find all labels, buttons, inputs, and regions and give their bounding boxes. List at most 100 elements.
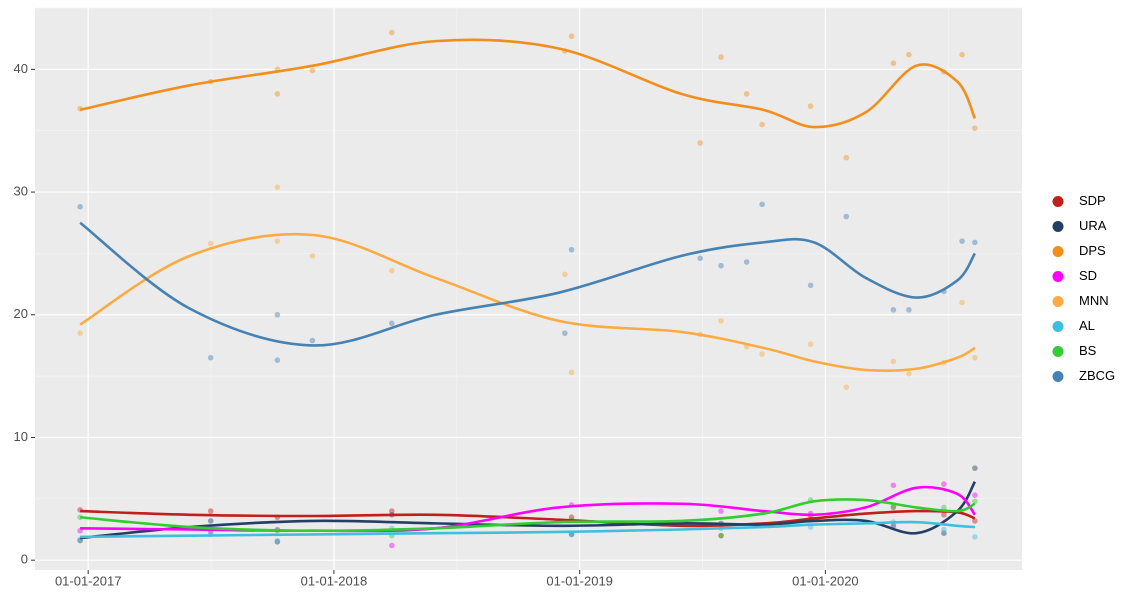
legend-key bbox=[1052, 296, 1064, 307]
point bbox=[941, 526, 947, 533]
legend-label: SD bbox=[1079, 268, 1097, 283]
point bbox=[389, 29, 395, 36]
point bbox=[972, 125, 978, 132]
legend-key bbox=[1052, 196, 1064, 207]
point bbox=[207, 508, 214, 514]
point bbox=[959, 51, 965, 58]
point bbox=[309, 253, 316, 259]
trend-line bbox=[79, 480, 977, 540]
point bbox=[274, 537, 281, 544]
trend-line bbox=[79, 232, 976, 372]
legend-label: MNN bbox=[1079, 293, 1109, 308]
point bbox=[743, 91, 750, 97]
point bbox=[207, 518, 214, 524]
point bbox=[972, 354, 978, 361]
point bbox=[890, 482, 897, 489]
point bbox=[389, 320, 395, 327]
trend-line bbox=[79, 221, 977, 347]
point bbox=[274, 184, 281, 190]
x-tick-label: 01-01-2017 bbox=[55, 573, 122, 588]
point bbox=[843, 384, 850, 390]
point bbox=[972, 465, 978, 471]
point bbox=[562, 271, 568, 278]
trend-line bbox=[79, 38, 977, 129]
point bbox=[77, 330, 83, 336]
point bbox=[568, 369, 575, 376]
point bbox=[562, 330, 568, 336]
point bbox=[389, 267, 395, 274]
point bbox=[697, 140, 703, 146]
point bbox=[718, 532, 724, 539]
point bbox=[890, 504, 897, 511]
trend-line bbox=[80, 520, 975, 539]
legend-key bbox=[1052, 371, 1064, 382]
point bbox=[718, 532, 724, 539]
legend-key bbox=[1052, 221, 1064, 232]
point bbox=[972, 492, 978, 498]
y-tick-label: 10 bbox=[14, 429, 28, 444]
y-tick-label: 20 bbox=[14, 306, 28, 321]
point bbox=[890, 60, 897, 67]
legend-label: AL bbox=[1079, 318, 1095, 333]
legend-label: URA bbox=[1079, 218, 1107, 233]
point bbox=[941, 511, 947, 518]
point bbox=[906, 370, 912, 377]
point bbox=[207, 354, 214, 361]
legend-label: DPS bbox=[1079, 243, 1106, 258]
point bbox=[207, 240, 214, 247]
point bbox=[972, 534, 978, 540]
x-tick-label: 01-01-2019 bbox=[546, 573, 613, 588]
point bbox=[274, 238, 281, 244]
point bbox=[718, 54, 724, 60]
point bbox=[274, 311, 281, 318]
point bbox=[309, 67, 316, 74]
point bbox=[890, 307, 897, 313]
point bbox=[697, 255, 703, 262]
point bbox=[843, 213, 850, 220]
point bbox=[941, 504, 947, 511]
marks bbox=[77, 29, 978, 549]
point bbox=[759, 201, 765, 208]
legend-key bbox=[1052, 321, 1064, 332]
point bbox=[389, 542, 395, 549]
point bbox=[718, 262, 724, 269]
point bbox=[906, 51, 912, 58]
point bbox=[568, 514, 575, 521]
point bbox=[718, 508, 724, 514]
point bbox=[759, 121, 765, 128]
point bbox=[941, 530, 947, 536]
y-tick-label: 40 bbox=[14, 61, 28, 76]
point bbox=[77, 203, 83, 210]
legend-label: ZBCG bbox=[1079, 368, 1115, 383]
point bbox=[274, 91, 281, 97]
point bbox=[568, 33, 575, 40]
point bbox=[843, 154, 850, 161]
axes: 0 10 20 30 40 01-01-2017 01-01-2018 01-01-2019 0… bbox=[14, 61, 859, 589]
x-tick-label: 01-01-2018 bbox=[301, 573, 368, 588]
point bbox=[959, 299, 965, 306]
point bbox=[309, 337, 316, 344]
trend-line bbox=[79, 498, 976, 533]
legend-label: SDP bbox=[1079, 193, 1106, 208]
legend-key bbox=[1052, 271, 1064, 282]
point bbox=[807, 282, 814, 289]
point bbox=[568, 246, 575, 253]
point bbox=[906, 307, 912, 313]
point bbox=[972, 498, 978, 505]
point bbox=[759, 351, 765, 357]
legend-key bbox=[1052, 346, 1064, 357]
point bbox=[890, 358, 897, 365]
point bbox=[274, 538, 281, 545]
point bbox=[743, 259, 750, 265]
point bbox=[274, 357, 281, 363]
legend-key bbox=[1052, 246, 1064, 257]
point bbox=[941, 481, 947, 487]
point bbox=[807, 103, 814, 109]
point bbox=[807, 341, 814, 348]
plot-panel bbox=[35, 8, 1022, 570]
legend-label: BS bbox=[1079, 343, 1097, 358]
trend-line bbox=[80, 509, 976, 528]
y-tick-label: 0 bbox=[21, 552, 28, 567]
point bbox=[972, 239, 978, 246]
